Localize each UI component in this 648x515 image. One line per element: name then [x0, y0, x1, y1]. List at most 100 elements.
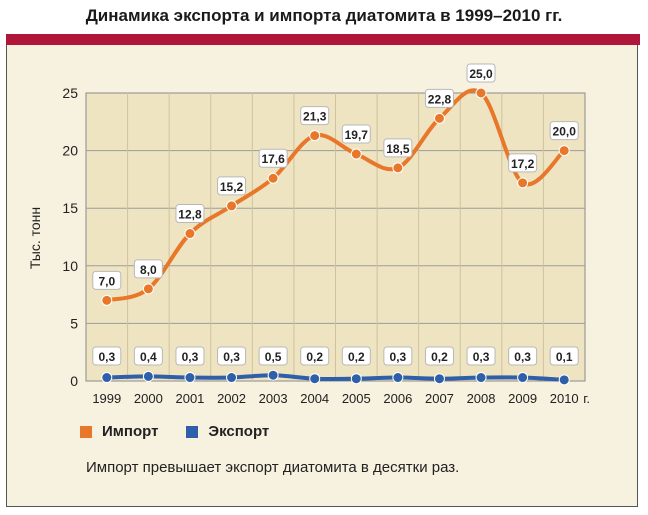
- data-label-box: [133, 259, 163, 279]
- x-tick-label-2008: 2008: [467, 391, 496, 406]
- data-label-export-2010: 0,1: [549, 346, 579, 366]
- point-export-2005: [350, 373, 362, 385]
- data-label-text: 0,2: [348, 350, 365, 364]
- data-label-box: [175, 204, 205, 224]
- data-label-text: 19,7: [345, 128, 369, 142]
- legend-item-export: Экспорт: [186, 423, 269, 440]
- data-label-text: 25,0: [469, 67, 493, 81]
- data-label-text: 21,3: [303, 110, 327, 124]
- x-tick-label-2006: 2006: [383, 391, 412, 406]
- point-export-2010: [558, 374, 570, 386]
- data-label-box: [300, 106, 330, 126]
- data-label-box: [175, 346, 205, 366]
- x-tick-label-2001: 2001: [175, 391, 204, 406]
- x-tick-label-2005: 2005: [342, 391, 371, 406]
- point-export-2001: [184, 372, 196, 384]
- data-label-text: 0,3: [223, 350, 240, 364]
- data-label-box: [217, 346, 247, 366]
- x-tick-label-2000: 2000: [134, 391, 163, 406]
- data-label-box: [466, 63, 496, 83]
- data-label-box: [508, 153, 538, 173]
- data-label-export-2006: 0,3: [383, 346, 413, 366]
- point-import-2002: [226, 200, 238, 212]
- point-export-1999: [101, 372, 113, 384]
- data-label-box: [133, 346, 163, 366]
- data-label-text: 20,0: [553, 125, 577, 139]
- data-label-text: 22,8: [428, 92, 452, 106]
- data-label-export-2008: 0,3: [466, 346, 496, 366]
- data-label-text: 8,0: [140, 263, 157, 277]
- chart-note: Импорт превышает экспорт диатомита в дес…: [86, 459, 460, 476]
- data-label-import-2000: 8,0: [133, 259, 163, 279]
- data-label-box: [258, 148, 288, 168]
- legend-item-import: Импорт: [80, 423, 158, 440]
- data-label-import-2007: 22,8: [424, 88, 454, 108]
- data-label-export-1999: 0,3: [92, 346, 122, 366]
- point-export-2003: [267, 369, 279, 381]
- data-label-export-2001: 0,3: [175, 346, 205, 366]
- point-export-2009: [517, 372, 529, 384]
- point-import-2001: [184, 228, 196, 240]
- data-label-export-2000: 0,4: [133, 346, 163, 366]
- legend-swatch-import: [80, 425, 92, 438]
- x-tick-label-1999: 1999: [92, 391, 121, 406]
- data-label-text: 0,2: [431, 350, 448, 364]
- data-label-box: [217, 176, 247, 196]
- data-label-box: [424, 346, 454, 366]
- y-tick-label-5: 5: [70, 315, 78, 331]
- point-import-2004: [309, 130, 321, 142]
- data-label-box: [549, 121, 579, 141]
- data-label-box: [92, 270, 122, 290]
- data-label-export-2004: 0,2: [300, 346, 330, 366]
- point-export-2000: [142, 370, 154, 382]
- point-import-1999: [101, 294, 113, 306]
- point-import-2008: [475, 87, 487, 99]
- x-tick-label-2007: 2007: [425, 391, 454, 406]
- point-import-2005: [350, 148, 362, 160]
- point-import-2007: [433, 112, 445, 124]
- x-unit-label: г.: [583, 391, 590, 406]
- data-label-box: [258, 346, 288, 366]
- data-label-import-2008: 25,0: [466, 63, 496, 83]
- data-label-export-2003: 0,5: [258, 346, 288, 366]
- data-label-box: [549, 346, 579, 366]
- chart-title: Динамика экспорта и импорта диатомита в …: [85, 6, 563, 25]
- point-export-2004: [309, 373, 321, 385]
- point-export-2006: [392, 372, 404, 384]
- data-label-export-2002: 0,3: [217, 346, 247, 366]
- data-label-export-2005: 0,2: [341, 346, 371, 366]
- data-label-box: [508, 346, 538, 366]
- point-export-2002: [226, 372, 238, 384]
- point-import-2003: [267, 172, 279, 184]
- data-label-box: [466, 346, 496, 366]
- data-label-text: 0,1: [556, 350, 573, 364]
- data-label-text: 0,3: [514, 350, 531, 364]
- gridlines: [85, 92, 586, 382]
- data-label-text: 0,5: [265, 350, 282, 364]
- legend-swatch-export: [186, 425, 199, 438]
- data-label-text: 0,3: [182, 350, 199, 364]
- data-label-box: [383, 138, 413, 158]
- data-label-import-2001: 12,8: [175, 204, 205, 224]
- data-label-text: 0,2: [306, 350, 323, 364]
- point-import-2009: [517, 177, 529, 189]
- point-import-2006: [392, 162, 404, 174]
- point-export-2008: [475, 372, 487, 384]
- legend-label-import: Импорт: [102, 423, 159, 440]
- data-label-text: 0,3: [390, 350, 407, 364]
- data-label-import-2005: 19,7: [341, 124, 371, 144]
- y-tick-label-10: 10: [62, 258, 78, 274]
- data-label-text: 15,2: [220, 180, 244, 194]
- title-band: [6, 34, 640, 45]
- x-tick-label-2009: 2009: [508, 391, 537, 406]
- y-axis-label: Тыс. тонн: [27, 207, 43, 269]
- x-tick-label-2003: 2003: [259, 391, 288, 406]
- data-label-text: 17,6: [261, 152, 285, 166]
- y-tick-label-25: 25: [62, 85, 78, 101]
- y-tick-label-20: 20: [62, 143, 78, 159]
- axes: 0 5 10 15 20 25 1999 2000 2001 2002 2003 2004 2005 20…: [62, 85, 590, 406]
- data-label-box: [341, 346, 371, 366]
- x-tick-label-2002: 2002: [217, 391, 246, 406]
- data-label-import-2009: 17,2: [508, 153, 538, 173]
